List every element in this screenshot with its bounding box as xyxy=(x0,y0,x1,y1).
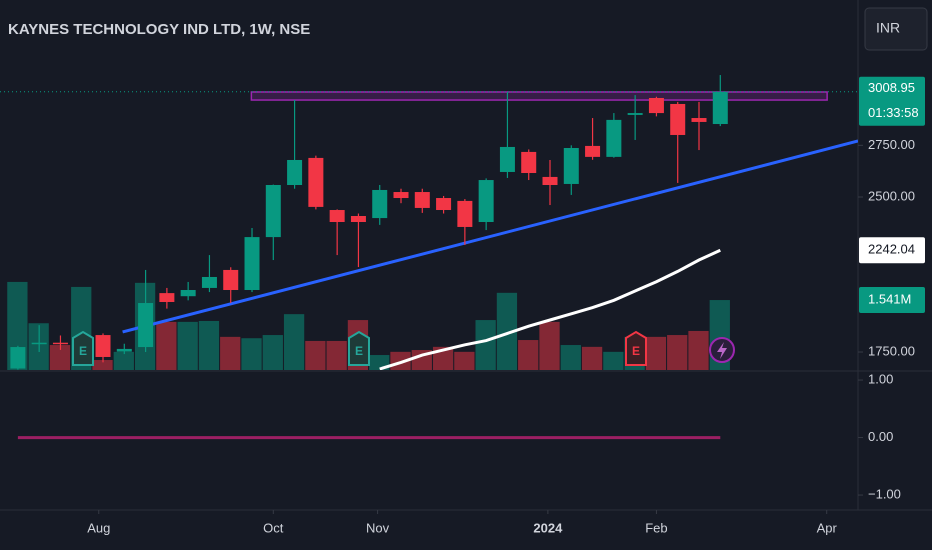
candle-body xyxy=(350,216,366,222)
x-tick-label: Oct xyxy=(263,520,284,535)
last-price-tag xyxy=(859,76,925,126)
indicator-tick-label: 0.00 xyxy=(868,429,893,444)
volume-bar xyxy=(518,340,539,370)
volume-label: 1.541M xyxy=(868,291,911,306)
candle-body xyxy=(563,148,579,184)
volume-bar xyxy=(198,320,220,370)
volume-bar xyxy=(326,340,347,370)
candle-body xyxy=(329,210,345,222)
indicator-tick-label: −1.00 xyxy=(868,486,901,501)
y-tick-label: 2500.00 xyxy=(868,188,915,203)
volume-bar xyxy=(49,345,71,370)
volume-bar xyxy=(475,320,496,370)
candle-body xyxy=(606,119,622,157)
candle-body xyxy=(116,348,132,352)
candle-body xyxy=(223,269,239,291)
x-tick-label: Nov xyxy=(366,520,390,535)
candle-body xyxy=(10,347,26,369)
candle-body xyxy=(308,157,324,207)
earnings-marker[interactable] xyxy=(72,330,94,366)
ma-tag xyxy=(859,237,925,264)
volume-bar xyxy=(283,314,305,370)
volume-bar xyxy=(539,321,560,370)
candle-body xyxy=(542,176,558,185)
volume-bar xyxy=(177,321,198,370)
volume-bar xyxy=(454,351,475,370)
moving-average xyxy=(379,248,721,370)
volume-tag xyxy=(859,287,925,314)
volume-bar xyxy=(92,360,113,370)
candle-body xyxy=(670,103,686,135)
overlay: 3008.95 01:33:58 2242.04 1.541M xyxy=(859,76,925,314)
volume-bar xyxy=(305,340,326,370)
candle-body xyxy=(138,303,154,348)
currency-box[interactable] xyxy=(864,7,928,51)
candle-body xyxy=(159,293,175,302)
candle-body xyxy=(585,145,601,157)
resistance-zone xyxy=(250,91,828,101)
candle-body xyxy=(457,200,473,227)
y-tick-label: 2750.00 xyxy=(868,137,915,152)
candle-body xyxy=(499,146,515,172)
candle-body xyxy=(691,118,707,122)
countdown-label: 01:33:58 xyxy=(868,105,919,120)
volume-bar xyxy=(220,336,241,370)
candle-body xyxy=(287,159,303,185)
volume-bar xyxy=(113,351,134,370)
chart-title: KAYNES TECHNOLOGY IND LTD, 1W, NSE xyxy=(8,21,310,38)
volume-bar xyxy=(560,345,581,370)
candle-body xyxy=(52,342,68,345)
indicator-tick-label: 1.00 xyxy=(868,371,893,386)
volume-bar xyxy=(241,338,262,370)
candle-body xyxy=(393,192,409,199)
last-price-label: 3008.95 xyxy=(868,80,915,95)
earnings-marker[interactable] xyxy=(348,330,370,366)
candle-body xyxy=(648,97,664,114)
earnings-marker[interactable] xyxy=(625,330,647,366)
trendline xyxy=(122,139,858,334)
candle-body xyxy=(95,335,111,357)
earnings-icon[interactable]: E xyxy=(355,344,363,358)
ma-label: 2242.04 xyxy=(868,242,915,257)
earnings-icon[interactable]: E xyxy=(79,344,87,358)
volume-bar xyxy=(645,336,667,370)
volume-bar xyxy=(667,335,688,370)
candle-body xyxy=(712,91,728,125)
dividend-icon[interactable] xyxy=(717,342,727,359)
candle-body xyxy=(265,185,281,238)
candle-body xyxy=(627,113,643,115)
candle-body xyxy=(31,342,47,345)
currency-label[interactable]: INR xyxy=(876,20,900,36)
candle-body xyxy=(478,180,494,222)
currency-button[interactable]: INR xyxy=(864,7,928,51)
candle-body xyxy=(180,290,196,297)
volume-bar xyxy=(603,351,624,370)
x-tick-label: Aug xyxy=(87,520,110,535)
volume-bar xyxy=(262,335,283,370)
event-markers: E E E xyxy=(72,330,735,366)
candle-body xyxy=(201,276,217,288)
y-tick-label: 1750.00 xyxy=(868,343,915,358)
x-tick-label: Feb xyxy=(645,520,667,535)
candle-body xyxy=(244,237,260,291)
candle-body xyxy=(436,198,452,211)
candle-body xyxy=(372,189,388,219)
earnings-icon[interactable]: E xyxy=(632,344,640,358)
volume-bar xyxy=(581,346,603,370)
volume-bar xyxy=(156,321,177,370)
x-tick-label: 2024 xyxy=(533,520,563,535)
x-tick-label: Apr xyxy=(817,520,838,535)
volume-bar xyxy=(496,292,518,370)
candle-body xyxy=(414,192,430,208)
candle-body xyxy=(521,151,537,174)
volume-bar xyxy=(688,330,709,370)
